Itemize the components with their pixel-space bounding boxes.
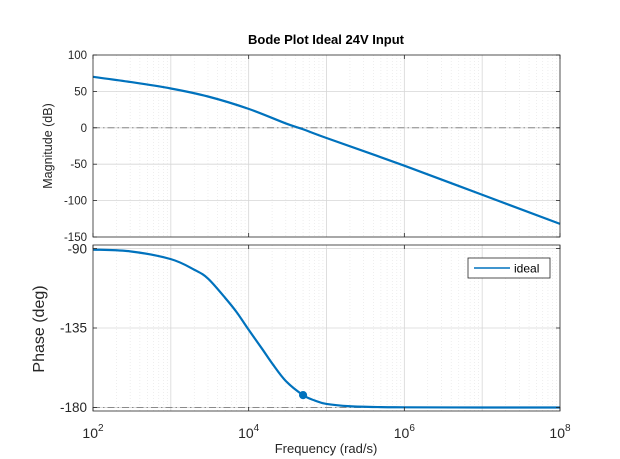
phase-series-line (92, 248, 561, 409)
x-tick-label: 104 (238, 423, 260, 441)
x-tick-label: 108 (549, 423, 571, 441)
legend-label-ideal: ideal (514, 262, 539, 276)
x-tick-label: 106 (394, 423, 416, 441)
magnitude-panel: 100 50 0 -50 -100 -150 (64, 50, 561, 244)
magnitude-axes-box (92, 54, 561, 238)
magnitude-y-tick-label: 50 (74, 86, 87, 98)
chart-title: Bode Plot Ideal 24V Input (248, 32, 405, 47)
legend: ideal (467, 257, 551, 279)
phase-axis-label: Phase (deg) (31, 285, 48, 372)
phase-y-tick-label: -135 (60, 321, 87, 336)
magnitude-series-line (92, 75, 561, 225)
magnitude-axis-label: Magnitude (dB) (41, 103, 55, 188)
magnitude-y-tick-label: 0 (81, 123, 87, 135)
phase-marker-point (298, 391, 308, 400)
phase-y-tick-label: -180 (60, 400, 87, 415)
magnitude-y-tick-label: -50 (70, 159, 87, 171)
phase-y-tick-label: -90 (67, 241, 87, 256)
x-tick-label: 102 (82, 423, 104, 441)
magnitude-y-tick-label: -100 (64, 196, 87, 208)
magnitude-y-tick-label: 100 (68, 50, 87, 62)
magnitude-y-tick-label: -150 (64, 232, 87, 244)
x-axis-label: Frequency (rad/s) (275, 441, 378, 456)
